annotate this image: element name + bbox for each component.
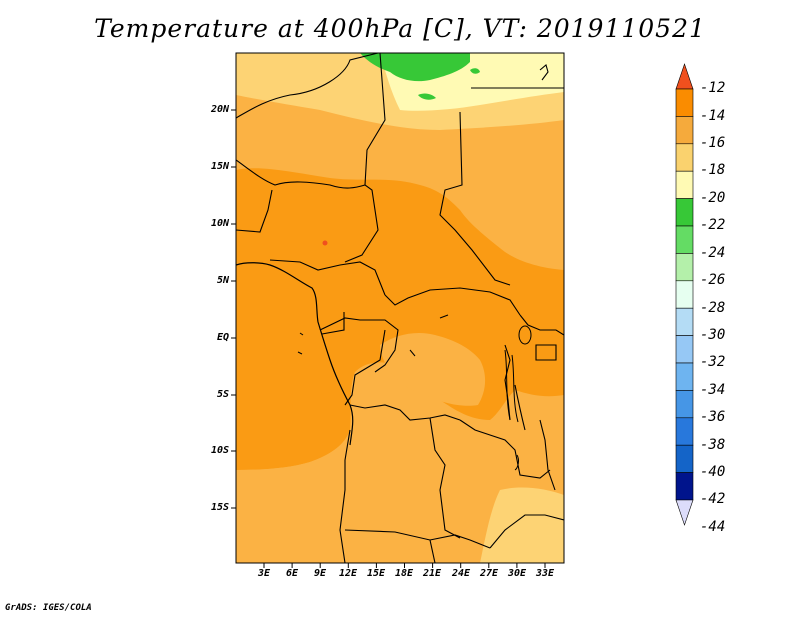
lon-label: 21E: [422, 568, 442, 579]
lat-label: 5S: [216, 389, 229, 400]
lat-label: 10S: [210, 445, 229, 456]
lat-label: 20N: [210, 104, 229, 115]
lakes: [297, 314, 532, 471]
lat-label: 15S: [210, 502, 229, 513]
colorbar-box: [675, 362, 694, 391]
lon-label: 30E: [507, 568, 527, 579]
colorbar-box: [675, 444, 694, 473]
field-16-drc: [380, 333, 486, 406]
field-22-small: [418, 93, 436, 100]
field-16-south: [236, 430, 564, 563]
field-18-southeast: [480, 487, 564, 563]
colorbar-box: [675, 253, 694, 282]
lat-label: EQ: [216, 332, 229, 343]
colorbar-box: [675, 170, 694, 199]
colorbar-label: -38: [700, 437, 726, 453]
colorbar-label: -18: [700, 162, 726, 178]
lon-label: 33E: [535, 568, 555, 579]
axis-ticks: [231, 109, 546, 568]
lon-label: 12E: [338, 568, 358, 579]
colorbar-bottom-arrow: [675, 499, 694, 526]
field-22-dot: [470, 68, 480, 74]
lon-label: 15E: [366, 568, 386, 579]
field-12-speck: [322, 240, 328, 246]
colorbar-box: [675, 88, 694, 117]
colorbar-label: -32: [700, 354, 726, 370]
colorbar-top-arrow: [675, 63, 694, 90]
colorbar-label: -26: [700, 272, 726, 288]
field-22-north: [360, 53, 470, 82]
lat-label: 5N: [216, 275, 229, 286]
colorbar-box: [675, 225, 694, 254]
colorbar-label: -16: [700, 135, 726, 151]
colorbar-label: -28: [700, 300, 726, 316]
colorbar-label: -20: [700, 190, 726, 206]
colorbar-box: [675, 280, 694, 309]
lon-label: 24E: [451, 568, 471, 579]
colorbar-box: [675, 390, 694, 419]
lat-label: 10N: [210, 218, 229, 229]
plot-frame: [235, 52, 565, 564]
colorbar-label: -34: [700, 382, 726, 398]
colorbar-label: -12: [700, 80, 726, 96]
colorbar-label: -36: [700, 409, 726, 425]
colorbar-label: -22: [700, 217, 726, 233]
colorbar-box: [675, 198, 694, 227]
lon-label: 3E: [257, 568, 271, 579]
lon-label: 6E: [285, 568, 299, 579]
colorbar-box: [675, 143, 694, 172]
colorbar-box: [675, 417, 694, 446]
colorbar-box: [675, 116, 694, 145]
colorbar-label: -42: [700, 491, 726, 507]
lon-label: 27E: [479, 568, 499, 579]
lat-label: 15N: [210, 161, 229, 172]
colorbar-label: -40: [700, 464, 726, 480]
coastline: [236, 262, 354, 446]
lon-label: 18E: [394, 568, 414, 579]
colorbar-label: -44: [700, 519, 726, 535]
colorbar-box: [675, 472, 694, 501]
colorbar-label: -14: [700, 108, 726, 124]
colorbar-boxes: [675, 63, 694, 526]
grads-credit: GrADS: IGES/COLA: [5, 603, 92, 613]
colorbar-label: -24: [700, 245, 726, 261]
map-title: Temperature at 400hPa [C], VT: 201911052…: [94, 14, 706, 43]
lon-label: 9E: [313, 568, 327, 579]
country-borders: [236, 53, 564, 563]
colorbar-box: [675, 307, 694, 336]
colorbar-label: -30: [700, 327, 726, 343]
colorbar-box: [675, 335, 694, 364]
